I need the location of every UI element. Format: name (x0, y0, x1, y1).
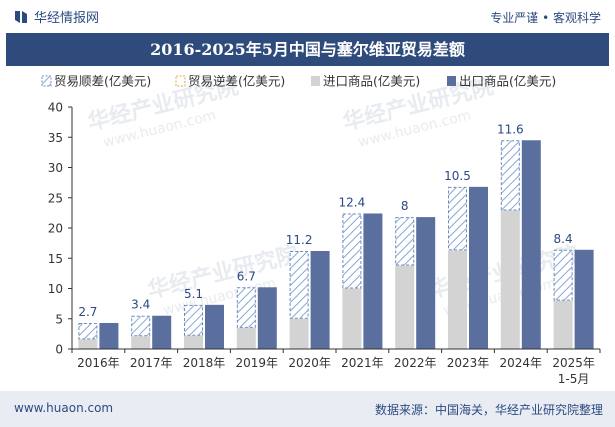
y-tick-label: 0 (55, 343, 63, 357)
data-label: 12.4 (339, 195, 366, 209)
imports-bar (395, 265, 415, 349)
legend-label: 出口商品(亿美元) (459, 74, 556, 89)
exports-bar (99, 322, 119, 349)
footer: www.huaon.com 数据来源：中国海关，华经产业研究院整理 (0, 391, 615, 427)
x-tick-label: 2017年 (130, 356, 173, 370)
x-tick-label: 2021年 (341, 356, 384, 370)
exports-bar (574, 249, 594, 349)
imports-bar (236, 327, 256, 349)
bars-layer (78, 140, 594, 349)
x-tick-label: 2020年 (288, 356, 331, 370)
brand-name: 华经情报网 (34, 11, 100, 26)
y-tick-label: 15 (48, 252, 63, 266)
tagline: 专业严谨 • 客观科学 (490, 11, 601, 25)
y-tick-label: 10 (48, 282, 63, 296)
exports-bar (469, 186, 488, 349)
surplus-bar (448, 186, 467, 251)
x-tick-label: 2016年 (77, 356, 120, 370)
imports-bar (342, 288, 362, 349)
y-tick-label: 5 (55, 312, 63, 326)
y-tick-label: 20 (48, 222, 63, 236)
x-tick-label: 2023年 (447, 356, 490, 370)
surplus-bar (131, 315, 151, 337)
imports-bar (289, 318, 309, 349)
surplus-bar (500, 140, 520, 211)
exports-bar (257, 287, 277, 349)
imports-bar (500, 210, 520, 349)
x-tick-label: 2022年 (394, 356, 437, 370)
data-label: 11.6 (497, 122, 524, 136)
chart-title: 2016-2025年5月中国与塞尔维亚贸易差额 (150, 40, 465, 59)
surplus-bar (236, 287, 256, 328)
data-label: 5.1 (184, 287, 203, 301)
legend-label: 贸易顺差(亿美元) (54, 74, 151, 89)
y-axis: 0 5 10 15 20 25 30 35 40 (48, 101, 73, 357)
surplus-bar (184, 304, 203, 336)
x-tick-label: 2018年 (183, 356, 226, 370)
data-label: 8.4 (554, 232, 573, 246)
brand-logo-icon (15, 10, 27, 23)
data-labels-layer: 2.7 3.4 5.1 6.7 11.2 12.4 8 10.5 11.6 8.4 (78, 122, 572, 319)
exports-bar (363, 213, 383, 349)
exports-bar (310, 250, 330, 349)
x-tick-label: 2025年 (552, 356, 595, 370)
imports-bar (131, 336, 151, 349)
surplus-bar (395, 217, 415, 266)
data-source: 数据来源：中国海关，华经产业研究院整理 (374, 403, 603, 417)
imports-legend-icon (311, 76, 320, 86)
exports-legend-icon (447, 76, 456, 86)
y-tick-label: 35 (48, 131, 63, 145)
exports-bar (152, 315, 172, 349)
data-label: 6.7 (237, 269, 256, 283)
legend-label: 进口商品(亿美元) (323, 74, 420, 89)
site-url[interactable]: www.huaon.com (14, 401, 114, 415)
data-label: 10.5 (444, 169, 471, 183)
x-tick-label: 1-5月 (558, 372, 590, 386)
surplus-legend-icon (41, 75, 52, 87)
x-axis: 2016年 2017年 2018年 2019年 2020年 2021年 2022年 2023年… (71, 348, 601, 386)
imports-bar (184, 335, 203, 349)
title-bar: 2016-2025年5月中国与塞尔维亚贸易差额 (6, 33, 609, 66)
data-label: 11.2 (286, 233, 313, 247)
imports-bar (448, 250, 467, 349)
data-label: 2.7 (78, 305, 97, 319)
data-label: 3.4 (131, 298, 150, 312)
surplus-bar (553, 249, 573, 301)
exports-bar (416, 217, 436, 349)
imports-bar (78, 339, 98, 349)
deficit-legend-icon (175, 75, 186, 87)
exports-bar (521, 140, 541, 349)
y-tick-label: 30 (48, 161, 63, 175)
surplus-bar (342, 213, 362, 289)
data-label: 8 (401, 199, 409, 213)
y-tick-label: 40 (48, 101, 63, 115)
legend-label: 贸易逆差(亿美元) (188, 74, 285, 89)
x-tick-label: 2024年 (500, 356, 543, 370)
imports-bar (553, 300, 573, 349)
x-tick-label: 2019年 (236, 356, 279, 370)
top-bar: 华经情报网 专业严谨 • 客观科学 (0, 0, 615, 32)
surplus-bar (78, 322, 98, 340)
legend: 贸易顺差(亿美元) 贸易逆差(亿美元) 进口商品(亿美元) 出口商品(亿美元) (41, 74, 556, 89)
exports-bar (205, 304, 224, 349)
brand[interactable]: 华经情报网 (14, 7, 99, 26)
surplus-bar (289, 250, 309, 319)
y-tick-label: 25 (48, 191, 63, 205)
